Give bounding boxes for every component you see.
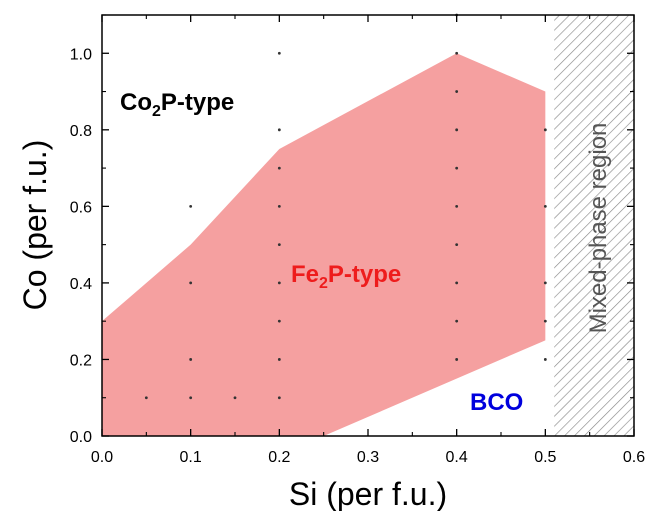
data-point: [277, 51, 281, 55]
data-point: [277, 319, 281, 323]
data-point: [543, 204, 547, 208]
data-point: [277, 396, 281, 400]
y-tick-label: 0.0: [70, 429, 92, 446]
fe2p-type-region: [102, 53, 546, 436]
data-point: [455, 51, 459, 55]
data-point: [455, 90, 459, 93]
y-tick-label: 1.0: [70, 46, 92, 63]
x-axis-title: Si (per f.u.): [289, 476, 447, 511]
region-label-mixed-phase: Mixed-phase region: [585, 123, 612, 334]
data-point: [189, 396, 193, 400]
data-point: [455, 204, 459, 208]
data-point: [277, 281, 281, 285]
data-point: [455, 358, 459, 361]
x-tick-label: 0.6: [623, 449, 645, 466]
data-point: [277, 128, 281, 132]
mixed-phase-hatched-region: [554, 15, 634, 436]
x-tick-label: 0.4: [446, 449, 468, 466]
y-tick-label: 0.6: [70, 199, 92, 216]
region-label-fe2p: Fe2P-type: [291, 261, 401, 292]
region-label-bco: BCO: [470, 389, 523, 416]
data-point: [277, 243, 281, 247]
y-axis-title: Co (per f.u.): [17, 140, 53, 311]
data-point: [543, 358, 547, 361]
data-point: [277, 204, 281, 208]
y-tick-label: 0.2: [70, 352, 92, 369]
y-tick-label: 0.8: [70, 123, 92, 140]
data-point: [189, 204, 193, 208]
x-tick-label: 0.2: [268, 449, 290, 466]
data-point: [233, 396, 237, 400]
data-point: [189, 358, 193, 361]
data-point: [543, 281, 547, 285]
data-point: [189, 281, 193, 285]
data-point: [455, 243, 459, 247]
data-point: [144, 396, 148, 400]
x-tick-label: 0.3: [357, 449, 379, 466]
data-point: [455, 319, 459, 323]
data-point: [277, 358, 281, 361]
x-tick-label: 0.1: [180, 449, 202, 466]
x-tick-label: 0.5: [534, 449, 556, 466]
data-point: [455, 281, 459, 285]
region-label-co2p: Co2P-type: [120, 89, 234, 120]
data-point: [543, 319, 547, 323]
data-point: [543, 128, 547, 132]
data-point: [277, 166, 281, 170]
data-point: [455, 128, 459, 132]
x-tick-label: 0.0: [91, 449, 113, 466]
data-point: [455, 166, 459, 170]
y-tick-label: 0.4: [70, 276, 92, 293]
